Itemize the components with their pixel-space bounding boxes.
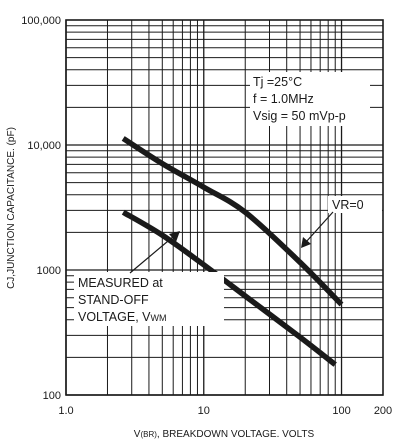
measured-arrow-head: [169, 231, 180, 242]
x-axis-title-sub: (BR): [140, 430, 157, 439]
condition-signal: Vsig = 50 mVp-p: [253, 109, 346, 123]
vr0-annotation: VR=0: [301, 196, 382, 248]
vr0-label-bg: [328, 196, 382, 213]
x-axis-title-rest: , BREAKDOWN VOLTAGE. VOLTS: [157, 429, 315, 440]
measured-label-line2: STAND-OFF: [78, 293, 149, 307]
x-axis-title: V(BR), BREAKDOWN VOLTAGE. VOLTS: [134, 429, 315, 440]
vr0-label: VR=0: [332, 198, 364, 212]
vr0-arrow-head: [301, 237, 311, 248]
conditions-box-bg: [250, 72, 370, 126]
measured-annotation: MEASURED at STAND-OFF VOLTAGE, VWM: [74, 231, 224, 326]
data-curves: [121, 136, 344, 367]
series-line-vr0: [121, 136, 344, 307]
x-axis-ticks: 1.0 10 100 200: [58, 405, 392, 417]
measured-label-line3: VOLTAGE, VWM: [78, 310, 166, 324]
x-tick-label: 10: [198, 405, 210, 417]
condition-frequency: f = 1.0MHz: [253, 92, 314, 106]
y-tick-label: 100: [43, 390, 61, 402]
measured-label-line3-sub: WM: [150, 313, 166, 323]
x-tick-label: 100: [332, 405, 350, 417]
series-line-measured: [121, 209, 337, 367]
condition-temperature: Tj =25°C: [253, 75, 302, 89]
x-tick-label: 1.0: [58, 405, 73, 417]
measured-label-line1: MEASURED at: [78, 276, 163, 290]
y-tick-label: 1000: [37, 265, 61, 277]
y-axis-ticks: 100 1000 10,000 100,000: [21, 15, 61, 402]
y-axis-title: CJ,JUNCTION CAPACITANCE. (pF): [6, 127, 17, 289]
x-axis-title-prefix: V: [134, 429, 141, 440]
measured-arrow-line: [129, 235, 175, 274]
conditions-box: Tj =25°C f = 1.0MHz Vsig = 50 mVp-p: [250, 72, 370, 126]
y-tick-label: 100,000: [21, 15, 61, 27]
x-tick-label: 200: [374, 405, 392, 417]
y-tick-label: 10,000: [27, 140, 61, 152]
plot-frame: [65, 19, 384, 396]
vr0-arrow-line: [305, 211, 334, 243]
measured-label-bg: [74, 272, 224, 326]
measured-label-line3-main: VOLTAGE, V: [78, 310, 151, 324]
